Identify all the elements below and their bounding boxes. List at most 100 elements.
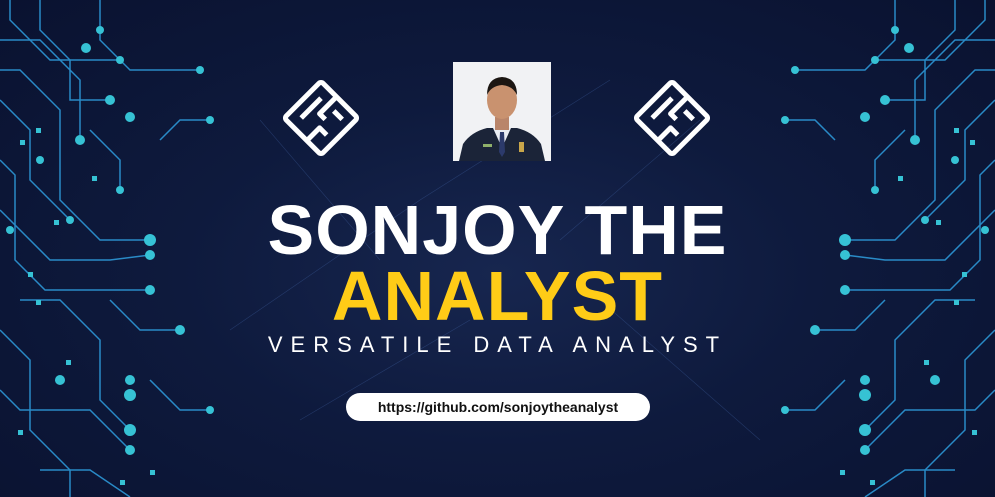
circuit-trace [9,0,120,61]
circuit-node [871,56,879,64]
circuit-node [859,389,871,401]
circuit-trace [924,99,995,221]
circuit-trace [0,209,151,261]
circuit-trace [40,469,131,497]
circuit-node [175,325,185,335]
circuit-pad [954,128,959,133]
circuit-trace [99,0,200,71]
circuit-pad [92,176,97,181]
circuit-node [206,116,214,124]
circuit-pad [54,220,59,225]
circuit-trace [0,389,131,451]
title-line-1: SONJOY THE [267,191,728,269]
circuit-node [124,389,136,401]
circuit-trace [815,299,886,331]
circuit-node [810,325,820,335]
circuit-node [860,375,870,385]
circuit-pad [970,140,975,145]
circuit-node [840,285,850,295]
circuit-node [145,285,155,295]
circuit-logo-icon [633,79,711,157]
circuit-node [921,216,929,224]
circuit-pad [972,430,977,435]
circuit-node [125,445,135,455]
circuit-pad [840,470,845,475]
circuit-trace [0,69,150,241]
circuit-trace [844,209,995,261]
circuit-node [196,66,204,74]
circuit-node [124,424,136,436]
circuit-node [880,95,890,105]
circuit-node [840,250,850,260]
circuit-node [930,375,940,385]
circuit-node [105,95,115,105]
circuit-trace [875,0,986,61]
circuit-node [859,424,871,436]
circuit-node [781,406,789,414]
circuit-pad [150,470,155,475]
circuit-node [6,226,14,234]
circuit-pad [36,128,41,133]
circuit-node [125,112,135,122]
circuit-trace [89,129,121,190]
circuit-node [145,250,155,260]
circuit-node [910,135,920,145]
circuit-pad [120,480,125,485]
circuit-node [55,375,65,385]
circuit-pad [924,360,929,365]
circuit-trace [0,159,150,291]
circuit-trace [149,379,210,411]
title-line-2: ANALYST [331,257,664,335]
circuit-node [839,234,851,246]
circuit-node [81,43,91,53]
circuit-trace [109,299,180,331]
circuit-node [891,26,899,34]
circuit-trace [39,0,110,101]
circuit-node [116,56,124,64]
circuit-node [871,186,879,194]
circuit-pad [20,140,25,145]
circuit-node [951,156,959,164]
circuit-pad [954,300,959,305]
circuit-trace [0,329,71,497]
circuit-pad [28,272,33,277]
circuit-pad [962,272,967,277]
circuit-trace [845,69,995,241]
circuit-trace [885,0,956,101]
circuit-pad [18,430,23,435]
circuit-trace [864,469,955,497]
circuit-trace [785,119,836,141]
circuit-node [116,186,124,194]
circuit-node [206,406,214,414]
circuit-trace [785,379,846,411]
circuit-trace [159,119,210,141]
circuit-pad [66,360,71,365]
circuit-node [791,66,799,74]
circuit-node [96,26,104,34]
circuit-trace [795,0,896,71]
github-link-pill[interactable]: https://github.com/sonjoytheanalyst [346,393,650,421]
github-url[interactable]: https://github.com/sonjoytheanalyst [377,399,619,415]
circuit-trace [845,159,995,291]
circuit-node [66,216,74,224]
circuit-pad [898,176,903,181]
circuit-pad [936,220,941,225]
circuit-node [144,234,156,246]
circuit-pad [36,300,41,305]
circuit-logo-icon [282,79,360,157]
circuit-node [860,112,870,122]
subtitle: VERSATILE DATA ANALYST [267,332,728,357]
circuit-node [36,156,44,164]
circuit-node [981,226,989,234]
profile-photo [453,62,551,161]
circuit-pad [870,480,875,485]
circuit-node [860,445,870,455]
circuit-trace [874,129,906,190]
circuit-node [781,116,789,124]
circuit-node [75,135,85,145]
circuit-trace [864,299,975,431]
circuit-trace [20,299,131,431]
circuit-trace [924,329,995,497]
